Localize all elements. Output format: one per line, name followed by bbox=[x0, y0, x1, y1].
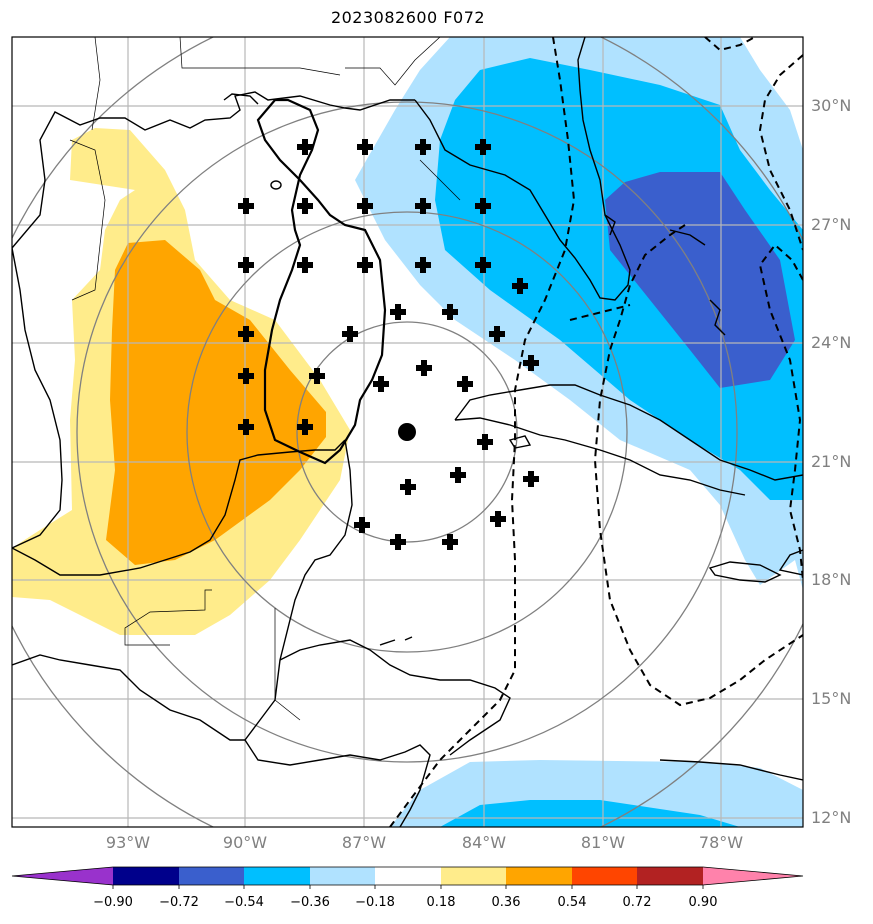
cross-marker bbox=[342, 326, 358, 342]
storm-center-dot bbox=[398, 423, 416, 441]
colorbar-segment bbox=[572, 867, 637, 885]
colorbar-segment bbox=[179, 867, 244, 885]
colorbar-tick-label: −0.90 bbox=[93, 895, 133, 910]
lon-label-93w: 93°W bbox=[105, 833, 151, 852]
cross-marker bbox=[416, 360, 432, 376]
cross-marker bbox=[390, 534, 406, 550]
grid-lines bbox=[12, 37, 803, 827]
cross-marker bbox=[390, 304, 406, 320]
lat-label-21n: 21°N bbox=[811, 452, 852, 471]
lon-label-84w: 84°W bbox=[461, 833, 507, 852]
dashed-contours bbox=[389, 37, 803, 827]
cross-marker bbox=[523, 355, 539, 371]
colorbar-tick-label: −0.54 bbox=[224, 895, 264, 910]
lon-label-87w: 87°W bbox=[341, 833, 387, 852]
cross-marker bbox=[450, 467, 466, 483]
cross-marker bbox=[415, 257, 431, 273]
lon-label-78w: 78°W bbox=[698, 833, 744, 852]
cross-marker bbox=[475, 257, 491, 273]
colorbar-tick-label: 0.18 bbox=[426, 895, 456, 910]
cross-marker bbox=[357, 198, 373, 214]
cross-marker bbox=[523, 471, 539, 487]
lat-label-30n: 30°N bbox=[811, 96, 852, 115]
colorbar-segment bbox=[506, 867, 572, 885]
cross-marker bbox=[475, 198, 491, 214]
cross-marker bbox=[238, 257, 254, 273]
lat-label-27n: 27°N bbox=[811, 215, 852, 234]
colorbar-tick-label: 0.72 bbox=[622, 895, 652, 910]
cross-marker bbox=[238, 368, 254, 384]
lat-label-12n: 12°N bbox=[811, 808, 852, 827]
colorbar-segment bbox=[113, 867, 179, 885]
colorbar-tick-label: 0.54 bbox=[557, 895, 587, 910]
cross-marker bbox=[297, 419, 313, 435]
cross-marker bbox=[238, 326, 254, 342]
cross-marker bbox=[238, 198, 254, 214]
positive-mid-region bbox=[106, 240, 326, 565]
colorbar bbox=[11, 866, 804, 889]
cross-marker bbox=[442, 534, 458, 550]
lat-label-15n: 15°N bbox=[811, 689, 852, 708]
map-frame bbox=[11, 36, 804, 828]
colorbar-tick-label: −0.36 bbox=[290, 895, 330, 910]
lat-label-24n: 24°N bbox=[811, 333, 852, 352]
colorbar-tick-label: −0.72 bbox=[159, 895, 199, 910]
lon-label-90w: 90°W bbox=[222, 833, 268, 852]
cross-marker bbox=[297, 198, 313, 214]
colorbar-segment bbox=[375, 867, 441, 885]
solid-contour bbox=[256, 98, 387, 465]
cross-marker bbox=[475, 139, 491, 155]
cross-marker bbox=[238, 419, 254, 435]
colorbar-segment bbox=[244, 867, 310, 885]
map-panel bbox=[11, 36, 804, 828]
cross-marker bbox=[354, 517, 370, 533]
cross-marker bbox=[457, 376, 473, 392]
cross-marker bbox=[297, 257, 313, 273]
cross-marker bbox=[512, 278, 528, 294]
colorbar-tick-label: 0.90 bbox=[688, 895, 718, 910]
cross-marker bbox=[357, 139, 373, 155]
colorbar-segment bbox=[637, 867, 703, 885]
colorbar-segment bbox=[441, 867, 506, 885]
colorbar-segment bbox=[310, 867, 375, 885]
map-title: 2023082600 F072 bbox=[330, 8, 486, 27]
colorbar-segment bbox=[12, 867, 113, 885]
cross-marker bbox=[297, 139, 313, 155]
colorbar-tick-label: 0.36 bbox=[491, 895, 521, 910]
cross-marker bbox=[489, 326, 505, 342]
member-markers bbox=[238, 139, 539, 550]
range-rings bbox=[12, 37, 803, 827]
lon-label-81w: 81°W bbox=[580, 833, 626, 852]
colorbar-segment bbox=[703, 867, 803, 885]
cross-marker bbox=[357, 257, 373, 273]
cross-marker bbox=[415, 198, 431, 214]
cross-marker bbox=[373, 376, 389, 392]
cross-marker bbox=[477, 434, 493, 450]
colorbar-tick-label: −0.18 bbox=[355, 895, 395, 910]
cross-marker bbox=[490, 511, 506, 527]
cross-marker bbox=[400, 479, 416, 495]
lat-label-18n: 18°N bbox=[811, 570, 852, 589]
cross-marker bbox=[442, 304, 458, 320]
negative-mid-region-south bbox=[440, 800, 740, 827]
cross-marker bbox=[415, 139, 431, 155]
cross-marker bbox=[309, 368, 325, 384]
negative-mid-region bbox=[435, 58, 803, 500]
